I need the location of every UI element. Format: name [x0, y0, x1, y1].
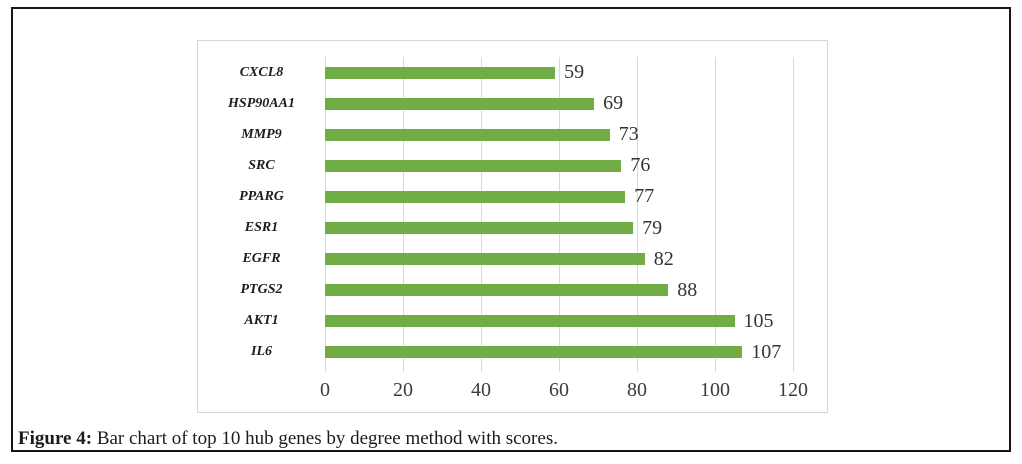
category-axis-label: AKT1: [244, 313, 279, 329]
x-axis-tick-label: 20: [393, 379, 413, 401]
caption-figure-number: Figure 4:: [18, 428, 93, 449]
bar-value-label: 59: [564, 61, 585, 84]
gridline: [715, 57, 716, 372]
bar: [325, 128, 610, 141]
bar-value-label: 107: [751, 340, 782, 363]
figure-frame: 59 69 73 76 77 79 82 88 105 107 CXCL8 HSP90AA1 MMP9…: [11, 7, 1011, 452]
plot-area: 59 69 73 76 77 79 82 88 105 107: [325, 57, 794, 372]
bar: [325, 284, 669, 297]
bar-row: 82: [325, 244, 793, 275]
category-axis-label: ESR1: [244, 220, 279, 236]
bar-row: 69: [325, 88, 793, 119]
bar-value-label: 69: [603, 92, 624, 115]
gridline: [403, 57, 404, 372]
category-axis-label: CXCL8: [239, 64, 284, 80]
category-axis-label: SRC: [248, 157, 275, 173]
bar-value-label: 76: [630, 154, 651, 177]
x-axis-tick-label: 80: [627, 379, 647, 401]
gridline: [481, 57, 482, 372]
x-axis-tick-label: 120: [778, 379, 808, 401]
category-axis-label: PPARG: [239, 188, 284, 204]
bar-value-label: 73: [618, 123, 639, 146]
bar: [325, 159, 622, 172]
gridline: [559, 57, 560, 372]
bar-value-label: 88: [677, 278, 698, 301]
category-axis-label: EGFR: [242, 251, 281, 267]
category-axis-label: MMP9: [241, 126, 282, 142]
bar-row: 105: [325, 306, 793, 337]
bar-value-label: 79: [642, 216, 663, 239]
x-axis-tick-label: 40: [471, 379, 491, 401]
bar-value-label: 82: [653, 247, 674, 270]
chart-area: 59 69 73 76 77 79 82 88 105 107 CXCL8 HSP90AA1 MMP9…: [197, 40, 828, 413]
bar: [325, 315, 735, 328]
category-axis-label: PTGS2: [240, 282, 283, 298]
x-axis-tick-label: 60: [549, 379, 569, 401]
gridline: [325, 57, 326, 372]
bar-row: 107: [325, 337, 793, 368]
gridline: [637, 57, 638, 372]
bar-row: 76: [325, 150, 793, 181]
caption-text: Bar chart of top 10 hub genes by degree …: [96, 428, 558, 449]
gridline: [793, 57, 794, 372]
x-axis-tick-label: 100: [700, 379, 730, 401]
bar: [325, 222, 634, 235]
bar: [325, 190, 626, 203]
bar-row: 88: [325, 275, 793, 306]
bar-row: 77: [325, 181, 793, 212]
figure-caption: Figure 4: Bar chart of top 10 hub genes …: [18, 428, 558, 450]
x-axis-tick-label: 0: [320, 379, 330, 401]
bar: [325, 66, 556, 79]
bar-row: 59: [325, 57, 793, 88]
category-axis-label: HSP90AA1: [228, 95, 295, 111]
category-axis-label: IL6: [251, 344, 272, 360]
bar: [325, 346, 743, 359]
bar-value-label: 77: [634, 185, 655, 208]
bar-value-label: 105: [743, 309, 774, 332]
bar: [325, 97, 595, 110]
bar-row: 79: [325, 213, 793, 244]
bar: [325, 253, 645, 266]
bar-row: 73: [325, 119, 793, 150]
